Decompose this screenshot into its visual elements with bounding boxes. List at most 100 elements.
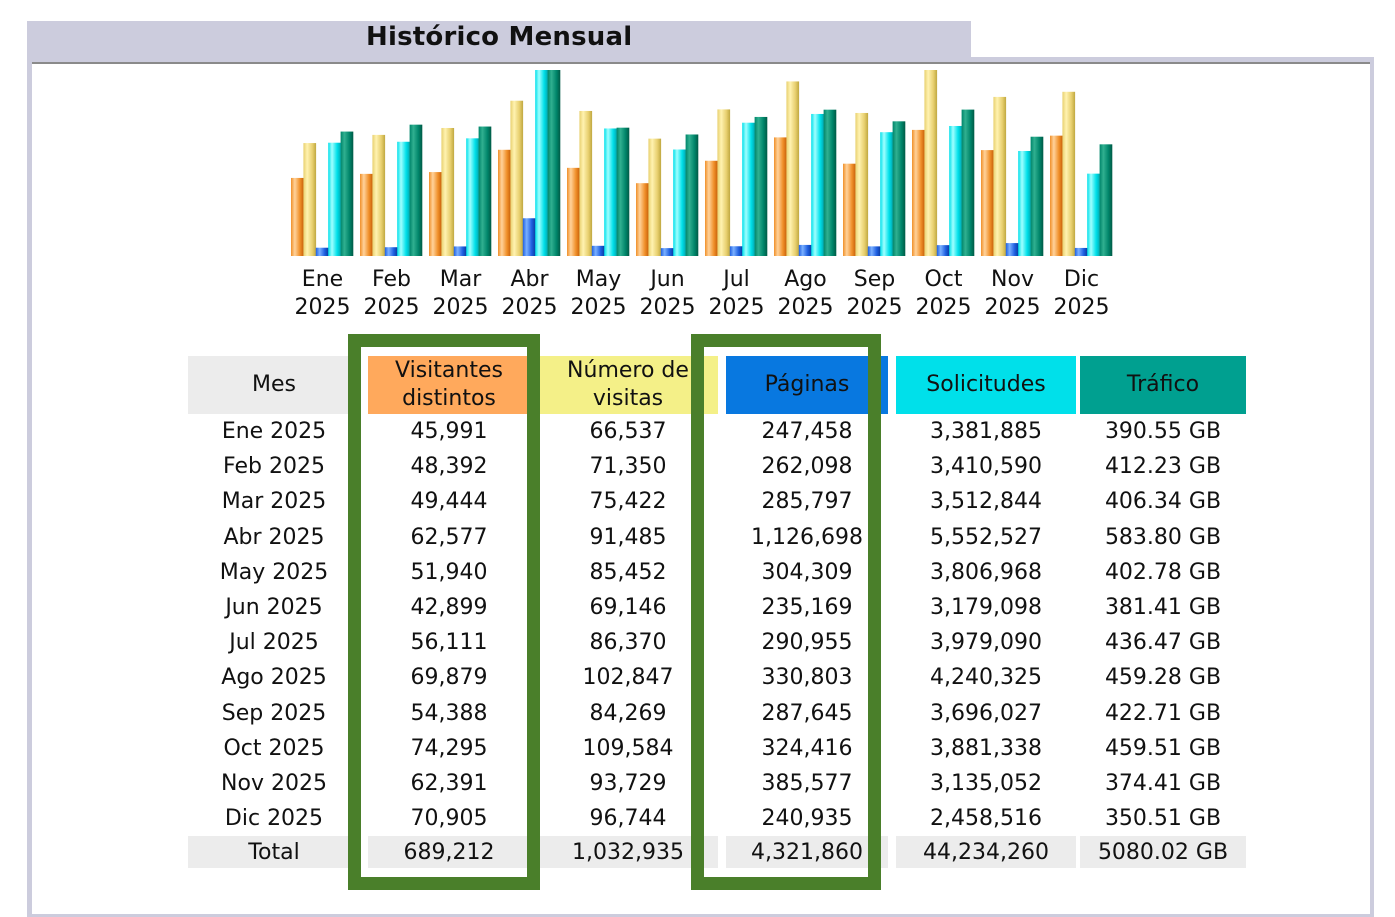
table-row: Mar 2025 49,444 75,422 285,797 3,512,844 406.…: [188, 484, 1246, 520]
bar-visits-11: [1062, 91, 1076, 256]
x-tick-month: May: [575, 267, 622, 292]
bar-requests-0: [328, 142, 341, 256]
cell-requests: 3,410,590: [896, 449, 1080, 485]
cell-visits: 85,452: [589, 559, 667, 585]
cell-requests: 3,135,052: [896, 765, 1080, 802]
x-tick-year: 2025: [570, 295, 627, 320]
cell-mes: Feb 2025: [223, 454, 325, 480]
x-tick-label: Ene 2025: [288, 266, 357, 322]
cell-traffic: 422.71 GB: [1104, 700, 1222, 726]
bar-requests-8: [880, 132, 893, 256]
header-pages: Páginas: [718, 356, 896, 414]
cell-visits: 84,269: [589, 700, 667, 726]
x-tick-month: Sep: [853, 267, 896, 292]
header-traffic: Tráfico: [1080, 356, 1246, 414]
bar-requests-11: [1087, 173, 1100, 256]
cell-pages: 285,797: [718, 484, 896, 520]
bar-traffic-1: [409, 124, 423, 256]
bar-visits-0: [303, 143, 317, 256]
bar-visitors-7: [774, 137, 787, 256]
cell-pages: 247,458: [718, 414, 896, 450]
highlight-box-visitors: [348, 334, 540, 890]
x-tick-month: Feb: [372, 267, 411, 292]
table-row: Dic 2025 70,905 96,744 240,935 2,458,516 350.…: [188, 801, 1246, 837]
cell-traffic: 350.51 GB: [1104, 806, 1222, 832]
cell-pages: 290,955: [718, 625, 896, 661]
x-tick-year: 2025: [432, 295, 489, 320]
x-tick-month: Mar: [439, 267, 482, 292]
header-requests: Solicitudes: [896, 356, 1080, 414]
cell-traffic: 436.47 GB: [1104, 630, 1222, 656]
table-row: Ago 2025 69,879 102,847 330,803 4,240,325 459…: [188, 660, 1246, 696]
x-tick-label: Ago 2025: [771, 266, 840, 322]
x-tick-month: Oct: [924, 267, 963, 292]
header-visits-line2: visitas: [592, 386, 664, 411]
cell-pages: 330,803: [718, 660, 896, 696]
header-visitors-line1: Visitantes: [395, 358, 503, 383]
x-tick-label: Jun 2025: [633, 266, 702, 322]
x-tick-year: 2025: [777, 295, 834, 320]
table-row: Oct 2025 74,295 109,584 324,416 3,881,338 459…: [188, 730, 1246, 766]
cell-visits: 66,537: [589, 419, 667, 445]
bar-visits-5: [648, 138, 662, 256]
bar-traffic-8: [892, 121, 906, 256]
bar-pages-11: [1074, 247, 1088, 256]
cell-visits: 71,350: [589, 454, 667, 480]
cell-traffic: 381.41 GB: [1104, 595, 1222, 621]
cell-requests: 4,240,325: [896, 660, 1080, 696]
bar-requests-4: [604, 128, 617, 256]
x-tick-year: 2025: [294, 295, 351, 320]
page-title: Histórico Mensual: [366, 22, 633, 52]
total-mes: Total: [188, 836, 360, 869]
cell-traffic: 459.51 GB: [1104, 735, 1222, 761]
bar-visitors-5: [636, 183, 649, 256]
bar-pages-9: [936, 245, 950, 256]
total-traffic: 5080.02 GB: [1080, 836, 1246, 869]
bar-visits-10: [993, 96, 1007, 256]
cell-mes: Mar 2025: [221, 489, 327, 515]
bar-traffic-7: [823, 109, 837, 256]
x-tick-year: 2025: [363, 295, 420, 320]
bar-visits-3: [510, 100, 524, 256]
bar-visitors-1: [360, 173, 373, 256]
monthly-history-table: Mes Visitantes distintos Número de visitas…: [188, 356, 1246, 869]
cell-visits: 102,847: [582, 665, 674, 691]
bar-requests-9: [949, 125, 962, 256]
cell-mes: Ene 2025: [221, 419, 327, 445]
bar-pages-7: [798, 244, 812, 256]
x-tick-label: Nov 2025: [978, 266, 1047, 322]
cell-requests: 3,696,027: [896, 695, 1080, 731]
cell-requests: 3,881,338: [896, 730, 1080, 766]
cell-mes: Oct 2025: [223, 735, 325, 761]
cell-mes: May 2025: [219, 559, 329, 585]
x-tick-year: 2025: [501, 295, 558, 320]
bar-visitors-3: [498, 149, 511, 256]
bar-traffic-5: [685, 134, 699, 256]
highlight-box-pages: [691, 334, 881, 890]
x-tick-month: Ago: [784, 267, 827, 292]
cell-visits: 91,485: [589, 524, 667, 550]
cell-traffic: 402.78 GB: [1104, 559, 1222, 585]
x-tick-month: Nov: [991, 267, 1034, 292]
header-visits: Número de visitas: [538, 356, 718, 414]
bar-pages-3: [522, 218, 536, 256]
table-row: Sep 2025 54,388 84,269 287,645 3,696,027 422.…: [188, 695, 1246, 731]
cell-requests: 3,381,885: [896, 414, 1080, 450]
bar-traffic-6: [754, 116, 768, 257]
cell-requests: 3,806,968: [896, 554, 1080, 590]
bar-pages-2: [453, 246, 467, 256]
table-row: Jun 2025 42,899 69,146 235,169 3,179,098 381.…: [188, 589, 1246, 626]
x-tick-month: Jul: [723, 267, 750, 292]
total-requests: 44,234,260: [896, 836, 1080, 869]
bar-traffic-11: [1099, 144, 1113, 256]
cell-mes: Ago 2025: [221, 665, 327, 691]
x-tick-month: Jun: [650, 267, 685, 292]
header-mes: Mes: [188, 356, 360, 414]
cell-pages: 240,935: [718, 801, 896, 837]
bar-visitors-4: [567, 167, 580, 256]
bar-pages-1: [384, 247, 398, 256]
bar-traffic-10: [1030, 136, 1044, 256]
header-visitors-line2: distintos: [402, 386, 496, 411]
table-row: May 2025 51,940 85,452 304,309 3,806,968 402.…: [188, 554, 1246, 590]
x-tick-month: Ene: [301, 267, 344, 292]
